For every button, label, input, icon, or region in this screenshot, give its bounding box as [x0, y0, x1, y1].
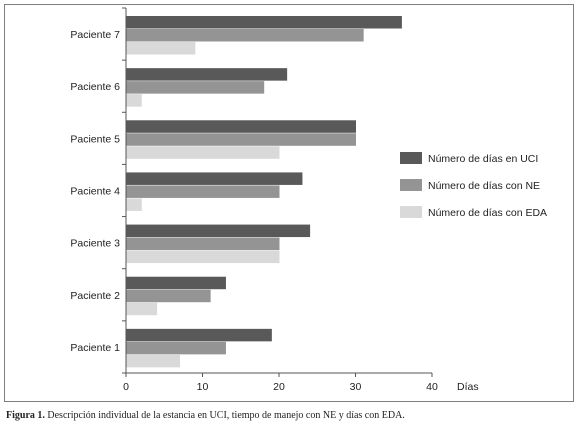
- category-label: Paciente 5: [70, 133, 120, 145]
- category-label: Paciente 4: [70, 186, 120, 198]
- bar-eda: [126, 250, 280, 264]
- bar-eda: [126, 146, 280, 159]
- legend-swatch: [400, 206, 422, 218]
- caption-label: Figura 1.: [6, 410, 45, 421]
- bar-ne: [126, 289, 211, 303]
- bar-uci: [126, 224, 311, 238]
- bar-eda: [126, 302, 158, 316]
- bar-uci: [126, 16, 402, 29]
- bar-chart: 0 10 20 30 40 Días Paciente 1 Paciente 2 Pacient…: [70, 7, 547, 393]
- bar-ne: [126, 81, 265, 94]
- legend-swatch: [400, 152, 422, 164]
- x-tick-label: 20: [273, 381, 285, 393]
- bar-eda: [126, 94, 142, 107]
- bar-ne: [126, 237, 280, 251]
- bar-eda: [126, 198, 142, 211]
- x-tick-label: 30: [350, 381, 362, 393]
- x-tick-label: 0: [123, 381, 129, 393]
- legend-label: Número de días en UCI: [428, 153, 538, 165]
- bar-ne: [126, 185, 280, 198]
- category-label: Paciente 2: [70, 290, 120, 302]
- legend-label: Número de días con EDA: [428, 207, 547, 219]
- bar-ne: [126, 29, 364, 42]
- figure-frame: [4, 4, 574, 402]
- bar-ne: [126, 341, 226, 355]
- caption-text: Descripción individual de la estancia en…: [44, 410, 405, 421]
- bar-uci: [126, 328, 272, 342]
- figure-caption: Figura 1. Descripción individual de la e…: [6, 410, 574, 421]
- bar-eda: [126, 354, 181, 368]
- bar-uci: [126, 172, 303, 185]
- legend-label: Número de días con NE: [428, 180, 540, 192]
- bar-uci: [126, 120, 356, 133]
- x-axis-title: Días: [457, 381, 479, 393]
- category-label: Paciente 1: [70, 342, 120, 354]
- bar-ne: [126, 133, 356, 146]
- category-label: Paciente 6: [70, 81, 120, 93]
- bar-uci: [126, 68, 288, 81]
- x-tick-label: 10: [197, 381, 209, 393]
- bar-uci: [126, 276, 226, 290]
- x-tick-label: 40: [426, 381, 438, 393]
- category-label: Paciente 3: [70, 238, 120, 250]
- legend-swatch: [400, 179, 422, 191]
- bar-eda: [126, 42, 196, 55]
- category-label: Paciente 7: [70, 29, 120, 41]
